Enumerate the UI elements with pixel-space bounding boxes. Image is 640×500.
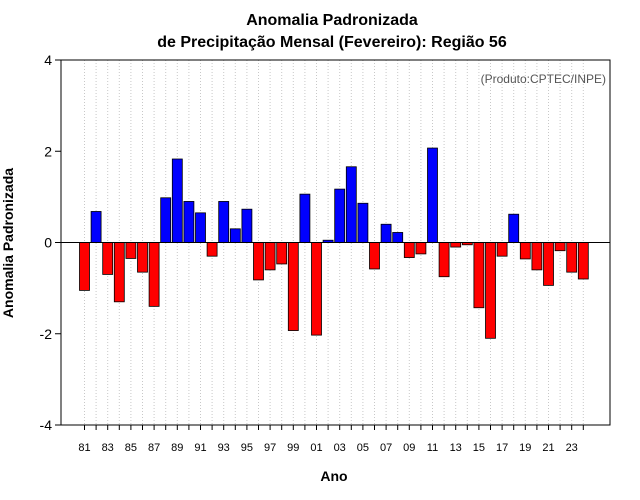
x-tick-label: 21 [542,442,554,454]
bar-00 [299,193,311,243]
bar-90 [183,201,195,243]
x-tick-label: 89 [171,442,183,454]
x-axis-label: Ano [320,468,347,484]
bar-22 [554,242,566,252]
bars [79,147,589,339]
bar-86 [137,242,148,273]
x-tick-label: 05 [357,442,369,454]
bar-95 [241,208,253,243]
bar-10 [415,242,427,255]
y-tick-label: -4 [40,417,53,433]
x-axis: 81 83 85 87 89 91 93 95 97 99 01 03 05 07 09 11 13 15 17 19… [78,425,584,454]
x-tick-label: 23 [566,442,578,454]
bar-99 [287,242,299,331]
bar-84 [113,242,125,303]
bar-04 [345,166,357,243]
bar-03 [334,188,346,243]
bar-08 [392,232,404,243]
y-tick-label: -2 [40,326,53,342]
bar-92 [206,242,218,257]
x-tick-label: 81 [78,442,90,454]
bar-81 [79,242,90,291]
y-axis-label: Anomalia Padronizada [0,168,16,318]
bar-89 [171,158,183,243]
x-tick-label: 97 [264,442,276,454]
bar-85 [125,242,137,259]
chart-title-line2: de Precipitação Mensal (Fevereiro): Regi… [157,34,507,51]
x-tick-label: 13 [450,442,462,454]
bar-16 [485,242,496,339]
bar-97 [264,242,276,271]
x-tick-label: 93 [218,442,230,454]
bar-05 [357,202,369,243]
bar-87 [148,242,160,307]
bar-24 [577,242,589,280]
bar-09 [403,242,415,258]
bar-11 [427,147,438,243]
x-tick-label: 01 [310,442,322,454]
bar-93 [218,201,230,243]
bar-88 [160,197,172,243]
bar-18 [508,213,520,243]
x-tick-label: 09 [403,442,415,454]
x-tick-label: 99 [287,442,299,454]
x-tick-label: 15 [473,442,485,454]
bar-17 [496,242,508,257]
bar-01 [311,242,322,336]
grid-lines [84,60,584,425]
x-tick-label: 83 [102,442,114,454]
bar-94 [229,228,241,243]
y-axis: 4 2 0 -2 -4 [40,52,61,433]
x-tick-label: 07 [380,442,392,454]
x-tick-label: 95 [241,442,253,454]
bar-83 [102,242,114,275]
bar-20 [531,242,543,271]
x-tick-label: 91 [194,442,206,454]
bar-96 [253,242,264,281]
bar-12 [438,242,450,278]
x-tick-label: 87 [148,442,160,454]
bar-82 [90,211,102,243]
bar-07 [380,223,392,243]
bar-06 [369,242,380,270]
bar-13 [450,242,462,248]
bar-98 [276,242,288,265]
y-tick-label: 4 [44,52,52,68]
x-tick-label: 11 [427,442,438,454]
bar-21 [543,242,554,286]
x-tick-label: 03 [334,442,346,454]
x-tick-label: 85 [125,442,137,454]
x-tick-label: 19 [519,442,531,454]
y-tick-label: 2 [44,143,52,159]
chart-title-line1: Anomalia Padronizada [246,12,418,29]
bar-15 [473,242,485,309]
bar-23 [566,242,578,273]
credit-text: (Produto:CPTEC/INPE) [481,72,606,86]
y-tick-label: 0 [44,235,52,251]
bar-91 [195,212,206,243]
bar-19 [519,242,531,260]
x-tick-label: 17 [496,442,508,454]
